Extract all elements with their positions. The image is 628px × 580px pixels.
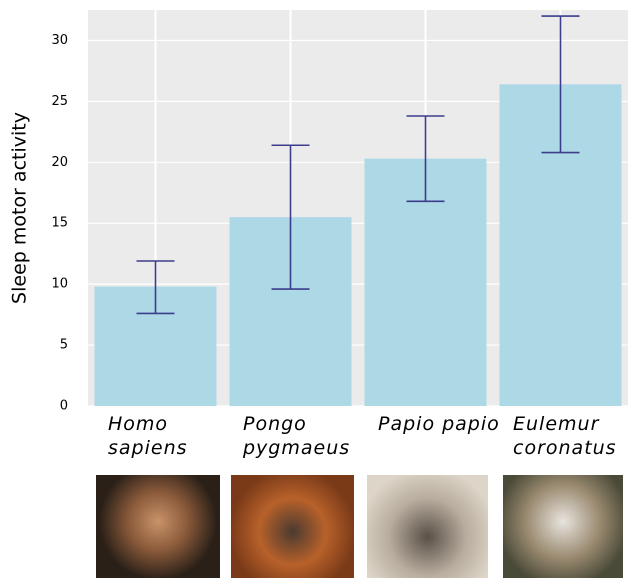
chart: Sleep motor activity 0 5 10 15 20 25 30 bbox=[9, 10, 628, 414]
x-tick-label: Papio papio bbox=[378, 413, 500, 435]
x-tick-label: Eulemur coronatus bbox=[513, 413, 617, 459]
x-tick-label: Homo sapiens bbox=[108, 413, 188, 459]
photo bbox=[367, 475, 488, 578]
photo bbox=[96, 475, 220, 578]
y-axis-label: Sleep motor activity bbox=[9, 112, 31, 304]
y-tick-label: 0 bbox=[60, 399, 68, 414]
y-tick-label: 30 bbox=[51, 33, 68, 48]
photo bbox=[503, 475, 623, 578]
y-tick-label: 20 bbox=[51, 155, 68, 170]
y-tick-label: 15 bbox=[51, 216, 68, 231]
photo bbox=[231, 475, 354, 578]
y-tick-label: 25 bbox=[51, 94, 68, 109]
x-tick-label: Pongo pygmaeus bbox=[243, 413, 351, 459]
y-tick-label: 10 bbox=[51, 277, 68, 292]
y-tick-label: 5 bbox=[60, 338, 68, 353]
